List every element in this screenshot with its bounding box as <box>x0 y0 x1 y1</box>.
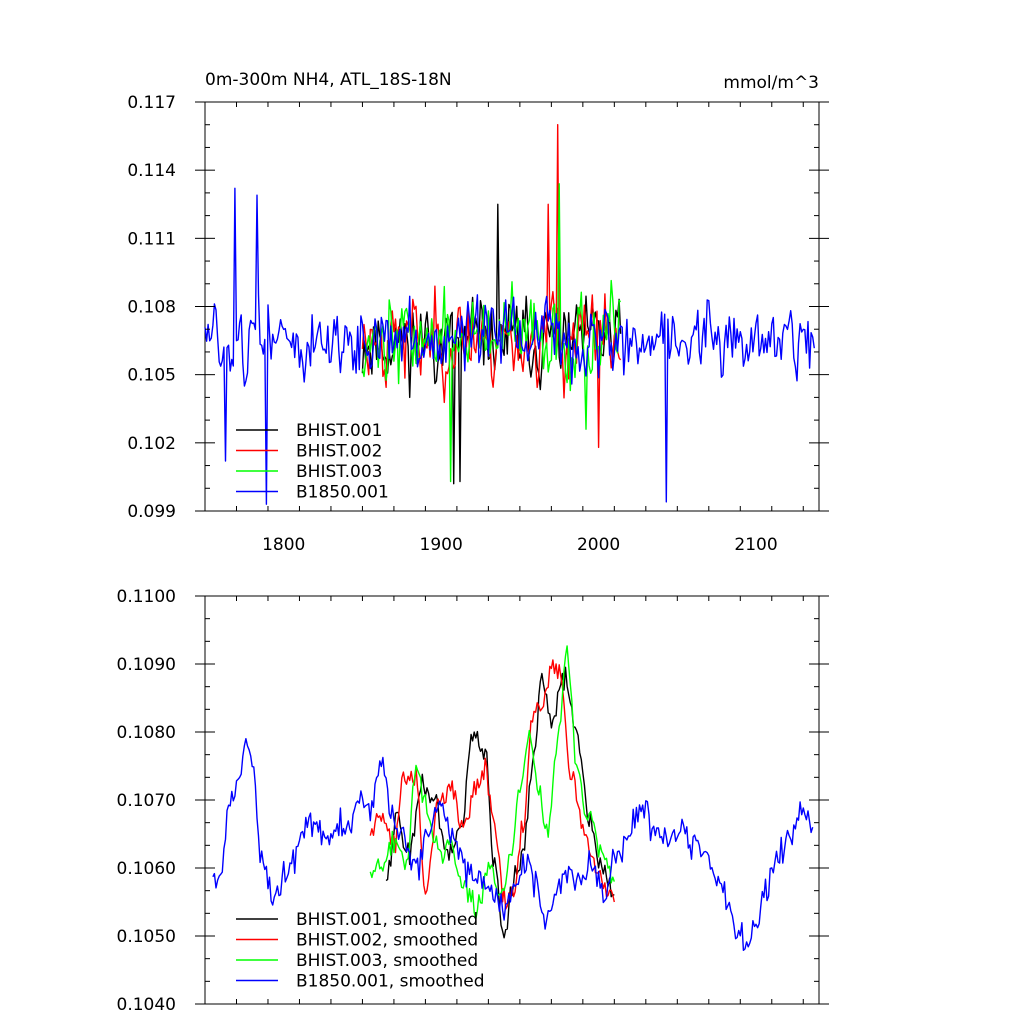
x-tick-label: 2100 <box>734 535 777 555</box>
legend-label: BHIST.003 <box>296 462 382 482</box>
legend-label: BHIST.003, smoothed <box>296 951 478 971</box>
legend-label: BHIST.001 <box>296 421 382 441</box>
x-tick-label: 1900 <box>420 535 463 555</box>
legend-label: BHIST.002 <box>296 442 382 462</box>
bottom-series-lines <box>212 645 814 951</box>
series-line-3 <box>212 738 814 951</box>
y-tick-label: 0.108 <box>127 298 176 318</box>
top-axis-ticks: 1800 1900 2000 2100 0.099 0.102 0.105 0.108 0.11… <box>127 93 829 555</box>
series-line-2 <box>369 645 615 920</box>
y-tick-label: 0.1040 <box>117 995 176 1015</box>
bottom-axis-ticks: 0.1040 0.1050 0.1060 0.1070 0.1080 0.1090 0.11… <box>117 587 829 1015</box>
y-tick-label: 0.1060 <box>117 859 176 879</box>
y-tick-label: 0.111 <box>127 229 176 249</box>
y-tick-label: 0.1050 <box>117 927 176 947</box>
series-line-3 <box>204 187 815 505</box>
y-tick-label: 0.117 <box>127 93 176 113</box>
x-tick-label: 2000 <box>577 535 620 555</box>
y-tick-label: 0.102 <box>127 434 176 454</box>
top-series-lines <box>204 124 815 505</box>
top-chart-units: mmol/m^3 <box>723 73 819 93</box>
legend-label: B1850.001, smoothed <box>296 972 485 992</box>
y-tick-label: 0.105 <box>127 366 176 386</box>
legend-label: BHIST.002, smoothed <box>296 931 478 951</box>
y-tick-label: 0.114 <box>127 161 176 181</box>
series-line-1 <box>361 124 622 449</box>
y-tick-label: 0.1080 <box>117 723 176 743</box>
legend-label: B1850.001 <box>296 483 389 503</box>
y-tick-label: 0.1070 <box>117 791 176 811</box>
x-tick-label: 1800 <box>262 535 305 555</box>
legend-label: BHIST.001, smoothed <box>296 910 478 930</box>
top-chart-title: 0m-300m NH4, ATL_18S-18N <box>205 70 452 90</box>
bottom-panel: 0.1040 0.1050 0.1060 0.1070 0.1080 0.1090 0.11… <box>117 587 829 1015</box>
top-panel: 1800 1900 2000 2100 0.099 0.102 0.105 0.108 0.11… <box>127 70 829 555</box>
y-tick-label: 0.1100 <box>117 587 176 607</box>
y-tick-label: 0.099 <box>127 502 176 522</box>
series-line-1 <box>369 659 615 910</box>
y-tick-label: 0.1090 <box>117 655 176 675</box>
series-line-2 <box>361 183 622 483</box>
series-line-0 <box>385 666 615 939</box>
